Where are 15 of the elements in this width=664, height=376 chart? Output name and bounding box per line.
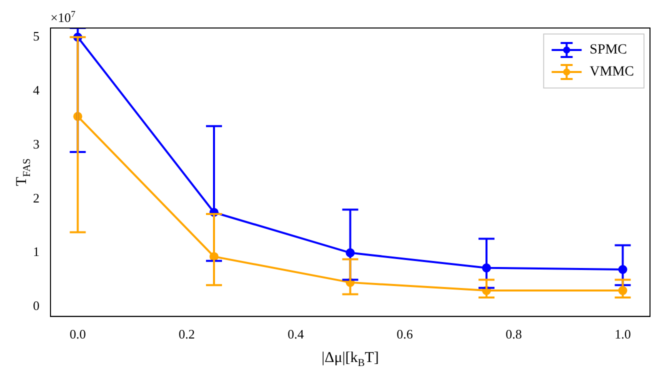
x-tick-label: 0.4 <box>288 326 304 342</box>
y-tick-label: 3 <box>33 136 40 152</box>
x-tick-label: 0.6 <box>396 326 414 342</box>
y-tick-label: 2 <box>33 190 40 206</box>
x-tick-label: 1.0 <box>614 326 631 342</box>
y-tick-label: 1 <box>33 244 40 260</box>
x-tick-label: 0.0 <box>70 326 86 342</box>
y-tick-label: 5 <box>33 28 40 44</box>
x-tick-label: 0.8 <box>506 326 522 342</box>
x-tick-label: 0.2 <box>178 326 195 342</box>
y-tick-label: 4 <box>33 82 40 98</box>
y-axis-title: TFAS <box>14 158 33 186</box>
legend-label: VMMC <box>590 64 634 80</box>
legend-label: SPMC <box>590 42 628 58</box>
y-tick-label: 0 <box>33 298 40 314</box>
